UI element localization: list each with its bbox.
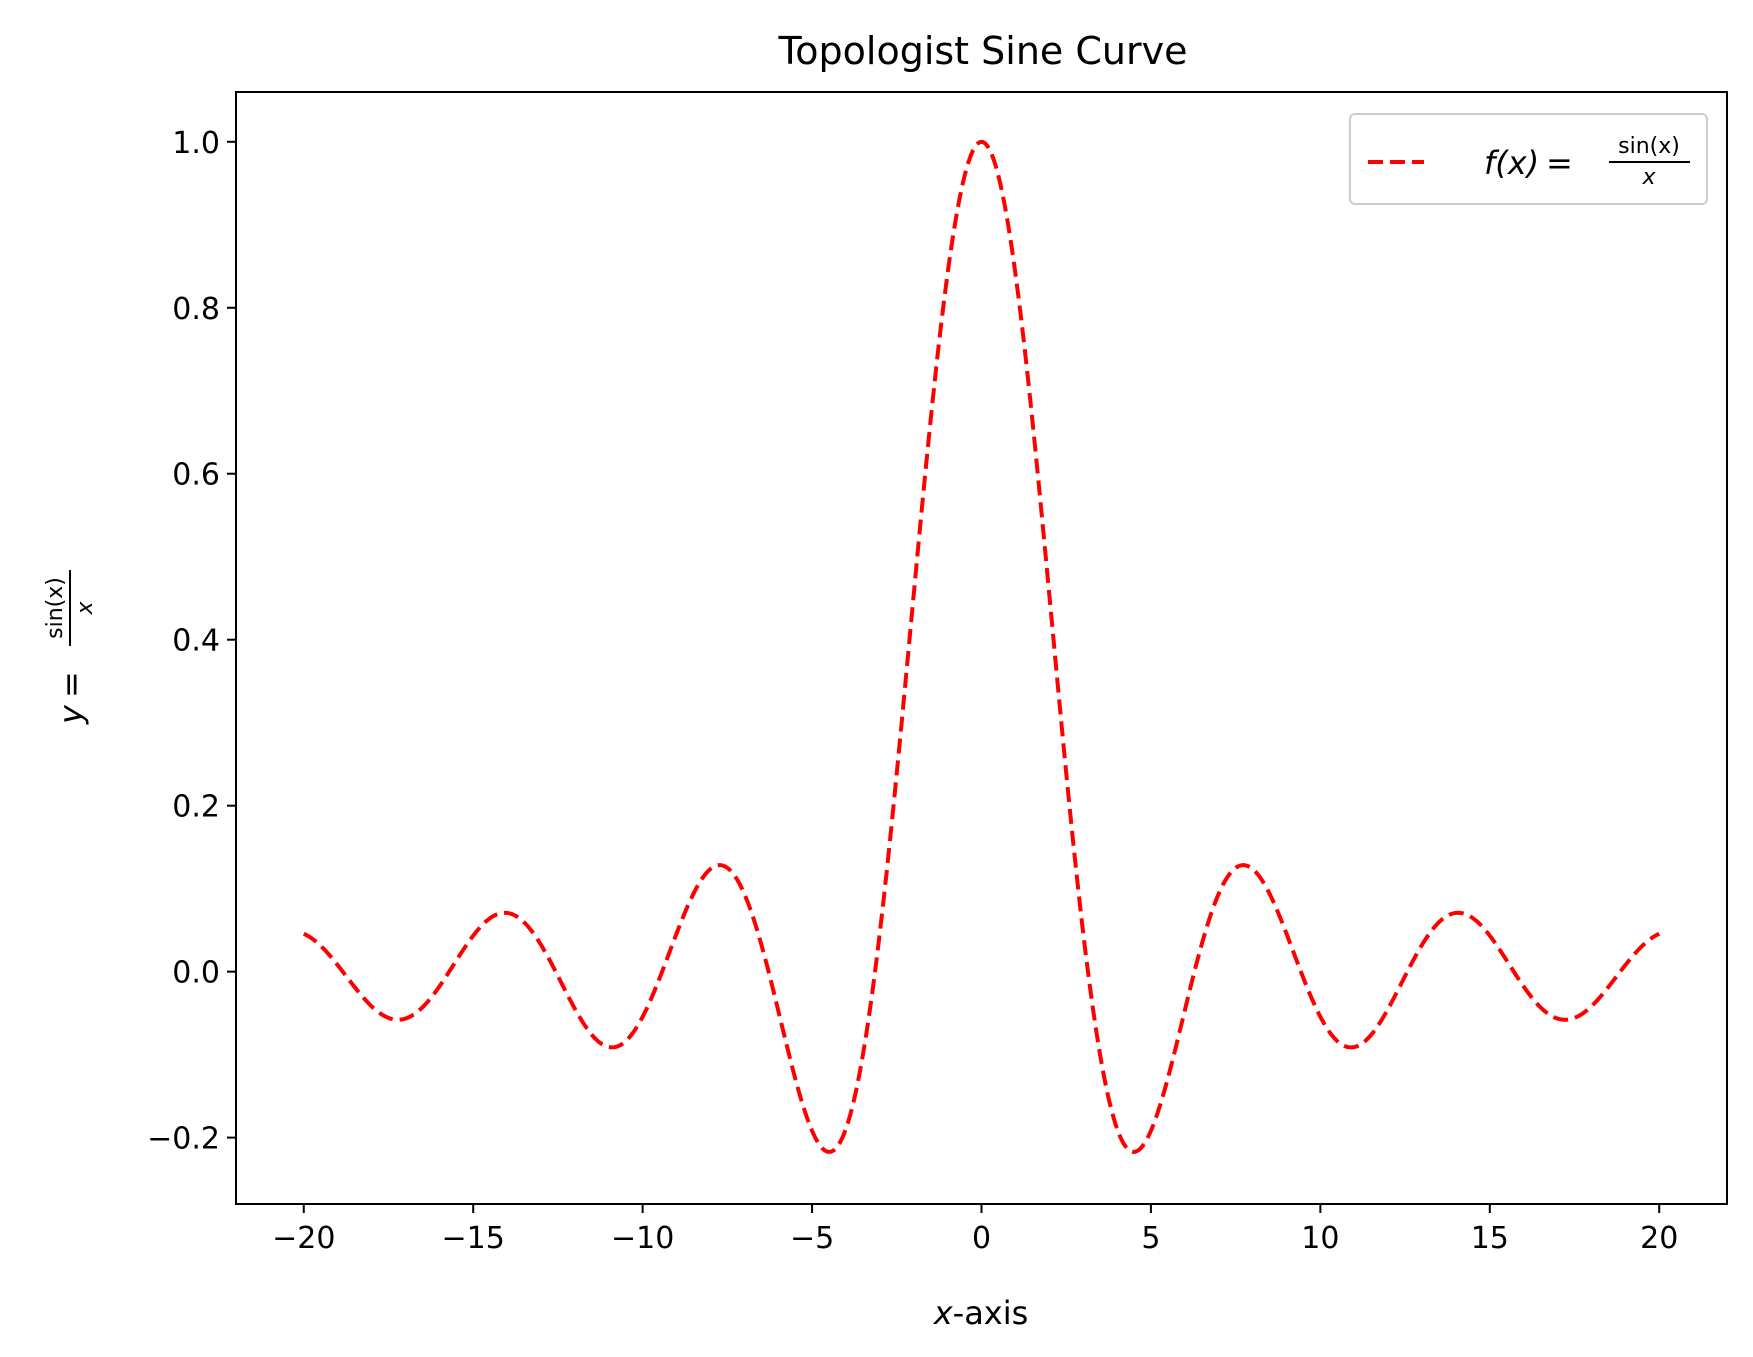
y-tick-label: 0.0 (172, 956, 220, 991)
legend-frame (1349, 113, 1708, 205)
legend-label-eq: = (1546, 144, 1573, 182)
y-axis-ticks: −0.2 0.0 0.2 0.4 0.6 0.8 1.0 (147, 126, 236, 1157)
x-tick-label: −20 (272, 1221, 335, 1256)
y-tick-label: 0.6 (172, 458, 220, 493)
legend-label-numerator: sin(x) (1618, 134, 1680, 159)
x-tick-label: 20 (1640, 1221, 1678, 1256)
y-tick-label: 0.8 (172, 292, 220, 327)
x-tick-label: −15 (442, 1221, 505, 1256)
y-axis-label-eq: = (52, 671, 90, 698)
y-tick-label: 1.0 (172, 126, 220, 161)
x-axis-label-var: x (933, 1294, 954, 1332)
legend-label-func: f(x) (1484, 144, 1539, 182)
x-axis-label: x-axis (933, 1294, 1029, 1332)
x-tick-label: −10 (611, 1221, 674, 1256)
y-axis-label-denominator: x (73, 601, 98, 616)
y-tick-label: 0.2 (172, 790, 220, 825)
chart-title: Topologist Sine Curve (778, 29, 1188, 73)
x-tick-label: 10 (1301, 1221, 1339, 1256)
x-tick-label: 0 (972, 1221, 991, 1256)
legend-label-denominator: x (1641, 165, 1656, 190)
y-axis-label-numerator: sin(x) (43, 577, 68, 639)
legend: f(x) = sin(x) x (1349, 113, 1708, 205)
x-tick-label: −5 (790, 1221, 834, 1256)
x-tick-label: 5 (1141, 1221, 1160, 1256)
series-line-sinc (302, 139, 1661, 1154)
y-tick-label: 0.4 (172, 624, 220, 659)
x-tick-label: 15 (1471, 1221, 1509, 1256)
y-tick-label: −0.2 (147, 1122, 220, 1157)
x-axis-label-rest: -axis (953, 1294, 1029, 1332)
y-axis-label: y = sin(x) x (43, 570, 98, 725)
y-axis-label-lhs: y (52, 704, 90, 725)
x-axis-ticks: −20 −15 −10 −5 0 5 10 15 20 (272, 1204, 1678, 1256)
